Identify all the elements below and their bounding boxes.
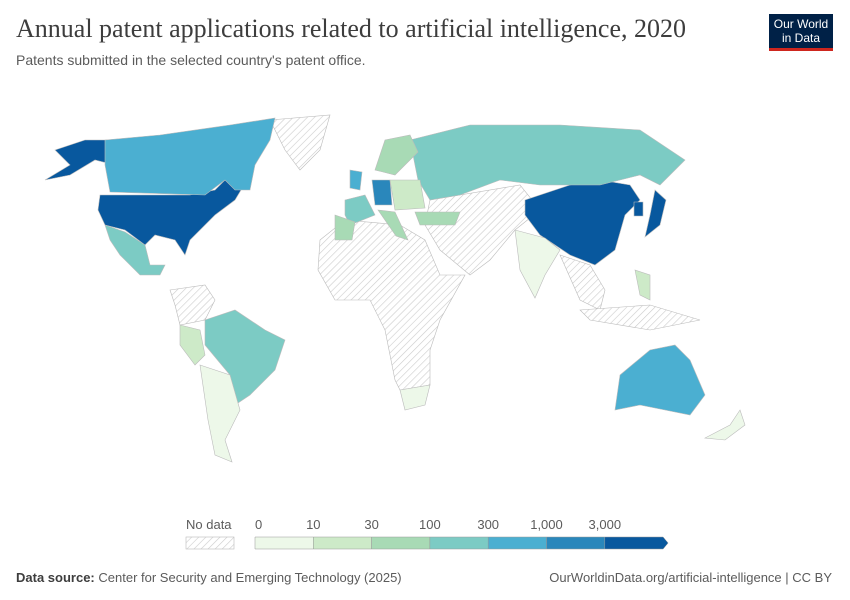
- legend-tick-label: 30: [364, 517, 378, 532]
- country-peru[interactable]: [180, 325, 205, 365]
- country-greenland[interactable]: [270, 115, 330, 170]
- country-japan[interactable]: [645, 190, 666, 237]
- country-new-zealand[interactable]: [705, 410, 745, 440]
- country-australia[interactable]: [615, 345, 705, 415]
- legend-tick-label: 1,000: [530, 517, 563, 532]
- country-eastern-europe[interactable]: [390, 180, 425, 210]
- legend: No data 0 10 30 100 300 1,000 3,000: [186, 517, 668, 549]
- country-russia[interactable]: [410, 125, 685, 200]
- legend-bin-5: [547, 537, 605, 549]
- legend-bin-3: [430, 537, 488, 549]
- legend-tick-label: 10: [306, 517, 320, 532]
- source-label: Data source:: [16, 570, 95, 585]
- country-indonesia-nodata[interactable]: [580, 305, 700, 330]
- legend-tick-label: 3,000: [589, 517, 622, 532]
- legend-no-data-label: No data: [186, 517, 232, 532]
- country-philippines[interactable]: [635, 270, 650, 300]
- data-source: Data source: Center for Security and Eme…: [16, 570, 402, 585]
- owid-link[interactable]: OurWorldinData.org/artificial-intelligen…: [549, 570, 832, 585]
- country-turkey[interactable]: [415, 212, 460, 225]
- legend-bin-0: [255, 537, 313, 549]
- country-sweden-finland[interactable]: [375, 135, 418, 175]
- country-united-states[interactable]: [45, 140, 115, 180]
- legend-bin-6: [605, 537, 668, 549]
- legend-tick-label: 100: [419, 517, 441, 532]
- country-south-korea[interactable]: [634, 202, 643, 216]
- source-text: Center for Security and Emerging Technol…: [98, 570, 401, 585]
- country-germany[interactable]: [372, 180, 392, 205]
- legend-tick-label: 300: [477, 517, 499, 532]
- world-map: No data 0 10 30 100 300 1,000 3,000: [0, 0, 850, 560]
- country-united-kingdom[interactable]: [350, 170, 362, 190]
- legend-bin-2: [372, 537, 430, 549]
- legend-no-data-swatch: [186, 537, 234, 549]
- legend-bin-4: [488, 537, 546, 549]
- country-canada[interactable]: [105, 118, 275, 195]
- legend-bin-1: [313, 537, 371, 549]
- legend-tick-label: 0: [255, 517, 262, 532]
- country-southeast-asia-nodata[interactable]: [560, 255, 605, 310]
